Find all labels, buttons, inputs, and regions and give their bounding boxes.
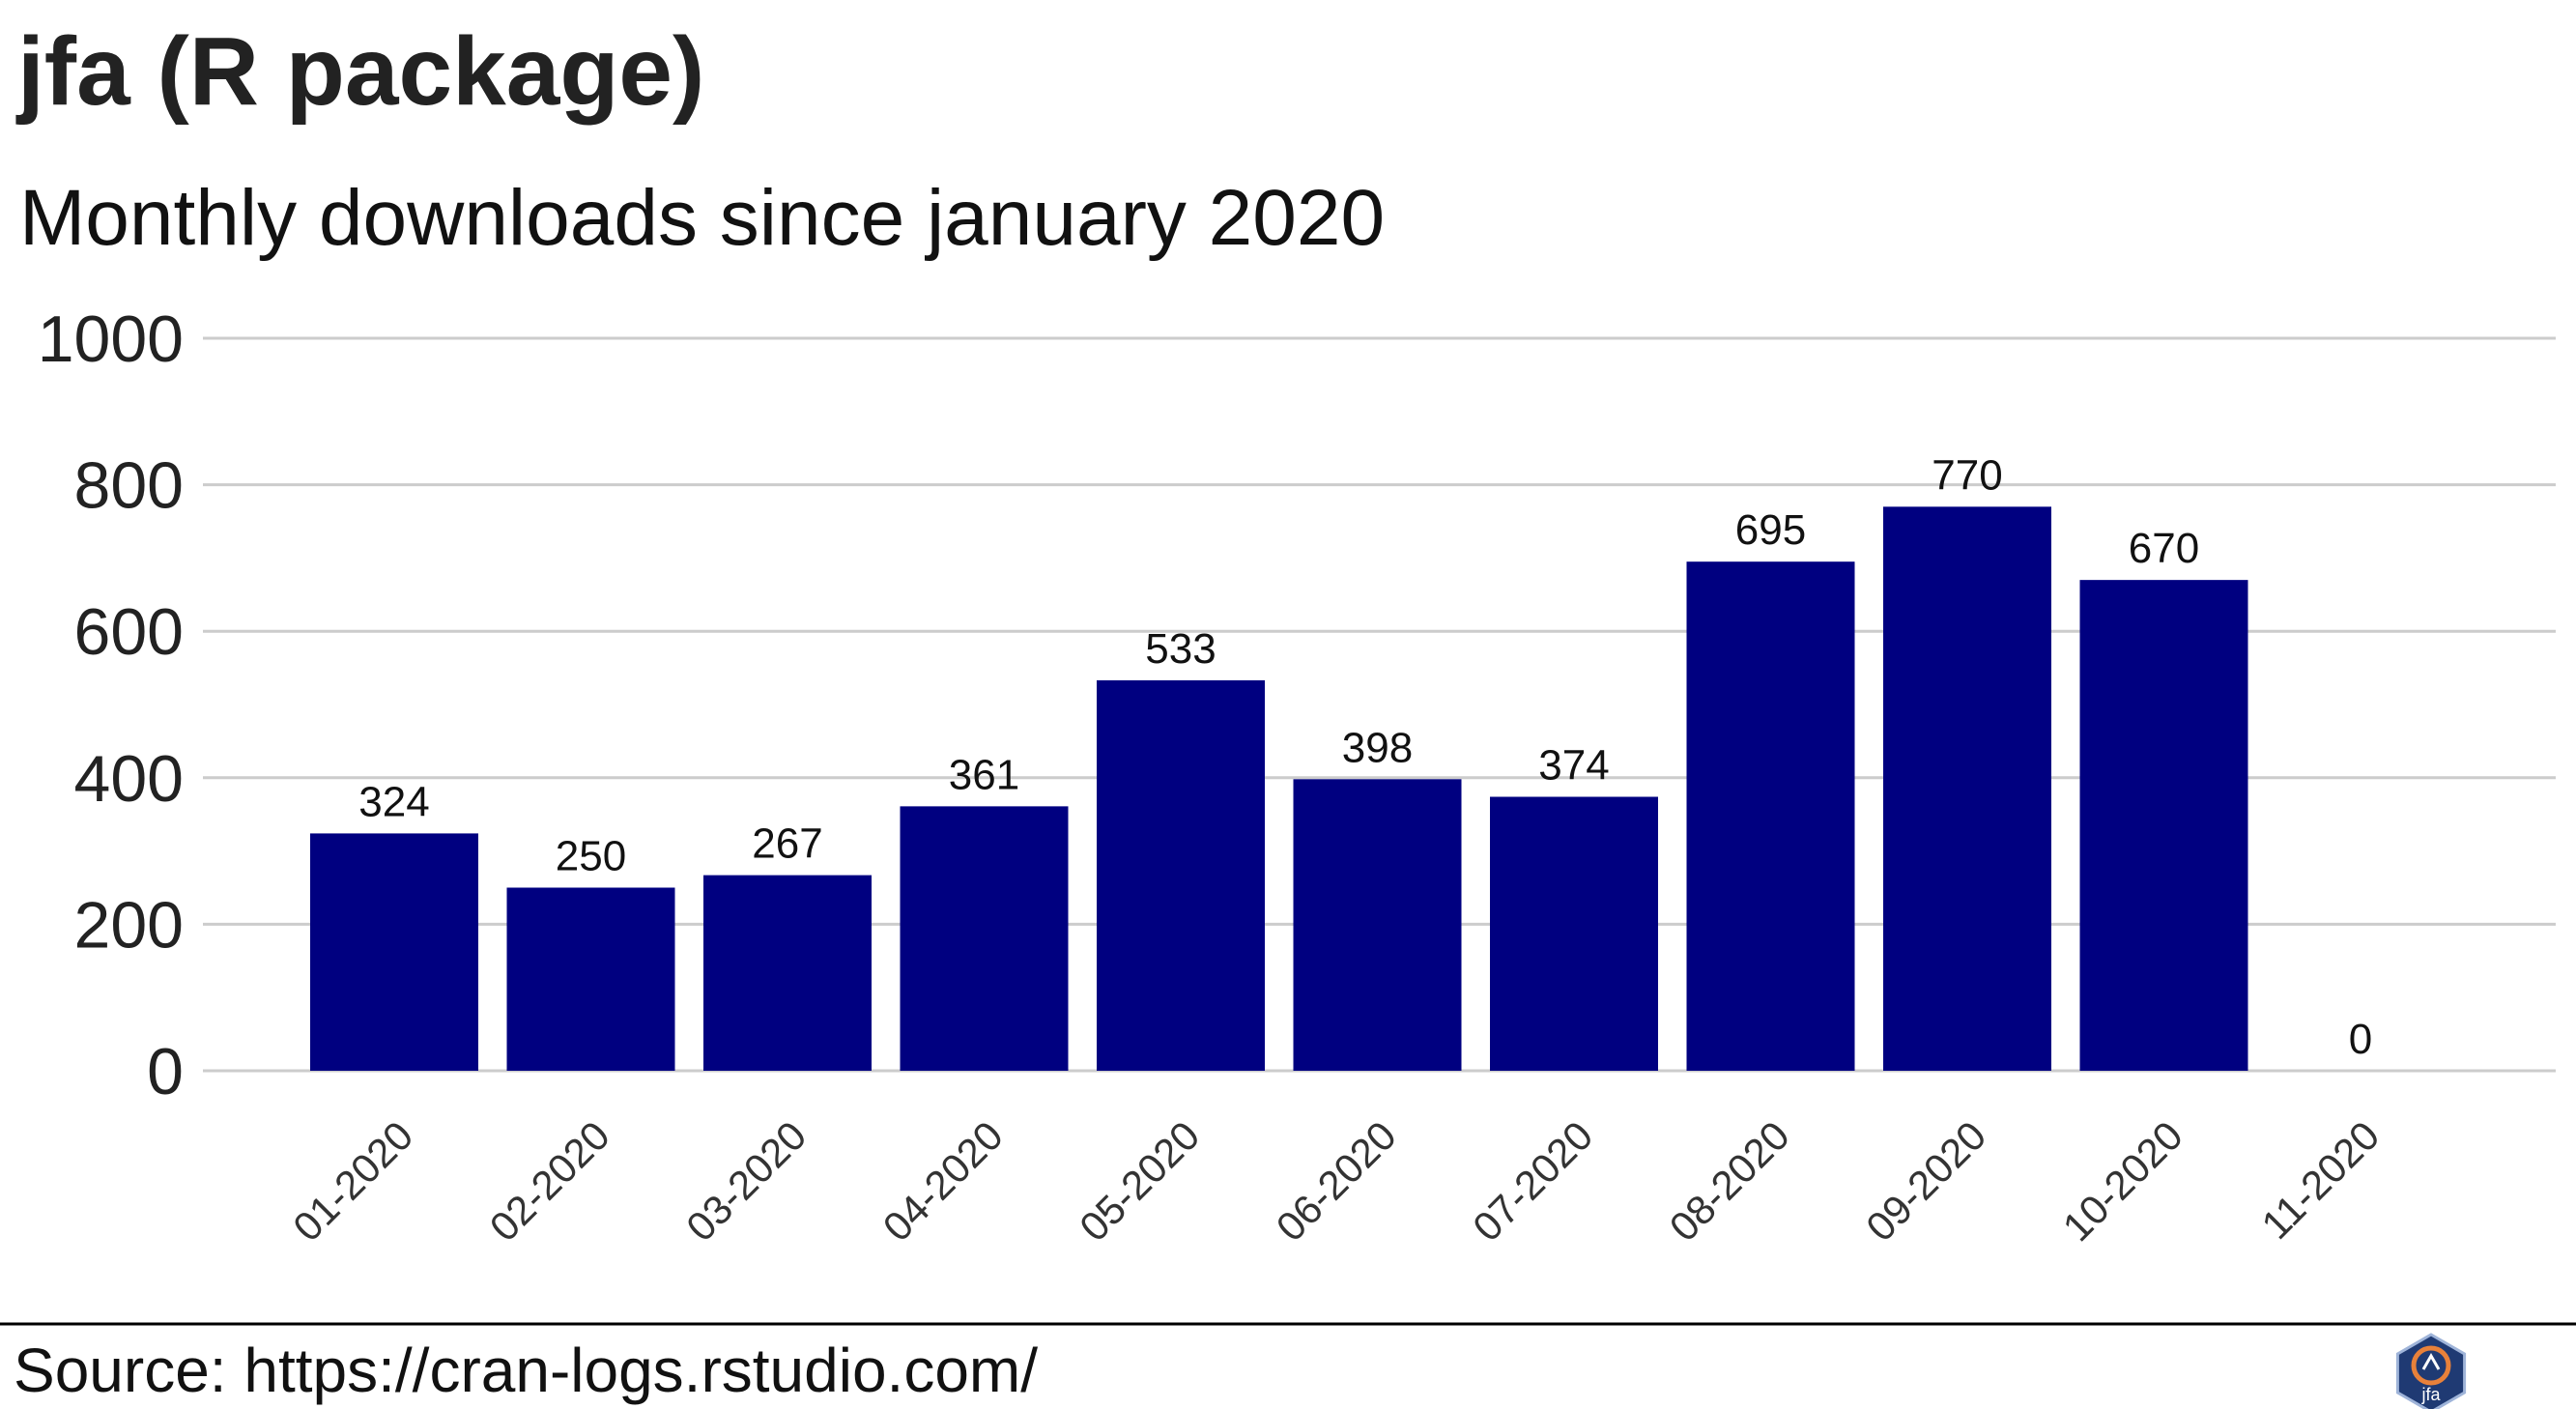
y-tick-label: 0 [147,1035,184,1108]
bars [310,506,2248,1071]
data-labels: 324 250 267 361 533 398 374 695 770 670 0 [358,451,2372,1063]
data-label: 398 [1342,724,1413,771]
data-label: 250 [556,833,626,880]
x-tick-label: 05-2020 [1071,1112,1208,1250]
bar-01-2020 [310,833,478,1071]
x-tick-label: 06-2020 [1268,1112,1405,1250]
y-tick-label: 400 [74,742,184,816]
jfa-hex-logo-icon: jfa [2395,1333,2467,1409]
data-label: 374 [1538,742,1609,790]
bar-07-2020 [1490,796,1658,1071]
bar-02-2020 [506,887,675,1071]
data-label: 361 [949,751,1019,798]
bar-06-2020 [1293,779,1462,1071]
chart-subtitle: Monthly downloads since january 2020 [19,174,1385,262]
logo-scale-mark [2421,1352,2441,1370]
x-tick-label: 11-2020 [2252,1112,2388,1248]
bar-10-2020 [2079,580,2248,1071]
x-tick-label: 10-2020 [2054,1112,2191,1250]
logo-hexagon [2395,1333,2467,1409]
data-label: 695 [1735,506,1806,554]
bar-08-2020 [1686,561,1855,1071]
bar-05-2020 [1097,679,1265,1071]
data-label: 770 [1932,451,2002,499]
bar-03-2020 [703,875,872,1071]
y-tick-label: 600 [74,595,184,669]
x-axis-ticks: 01-2020 02-2020 03-2020 04-2020 05-2020 06-20… [284,1112,2388,1250]
x-tick-label: 07-2020 [1464,1112,1601,1250]
y-tick-label: 200 [74,888,184,962]
chart-title: jfa (R package) [15,17,704,126]
y-tick-label: 800 [74,449,184,523]
x-tick-label: 03-2020 [677,1112,815,1250]
x-tick-label: 09-2020 [1857,1112,1994,1250]
bar-04-2020 [900,806,1069,1071]
data-label: 324 [358,778,429,825]
source-text: Source: https://cran-logs.rstudio.com/ [14,1336,1038,1405]
x-tick-label: 04-2020 [874,1112,1012,1250]
x-tick-label: 08-2020 [1661,1112,1798,1250]
data-label: 670 [2129,525,2199,572]
x-tick-label: 02-2020 [481,1112,618,1250]
logo-ring [2411,1345,2451,1386]
data-label: 267 [752,820,822,868]
logo-text: jfa [2420,1385,2441,1404]
x-tick-label: 01-2020 [284,1112,421,1250]
data-label: 533 [1145,625,1216,673]
y-axis-ticks: 0 200 400 600 800 1000 [38,302,184,1108]
y-tick-label: 1000 [38,302,184,376]
data-label: 0 [2349,1016,2372,1063]
bar-09-2020 [1883,506,2051,1071]
